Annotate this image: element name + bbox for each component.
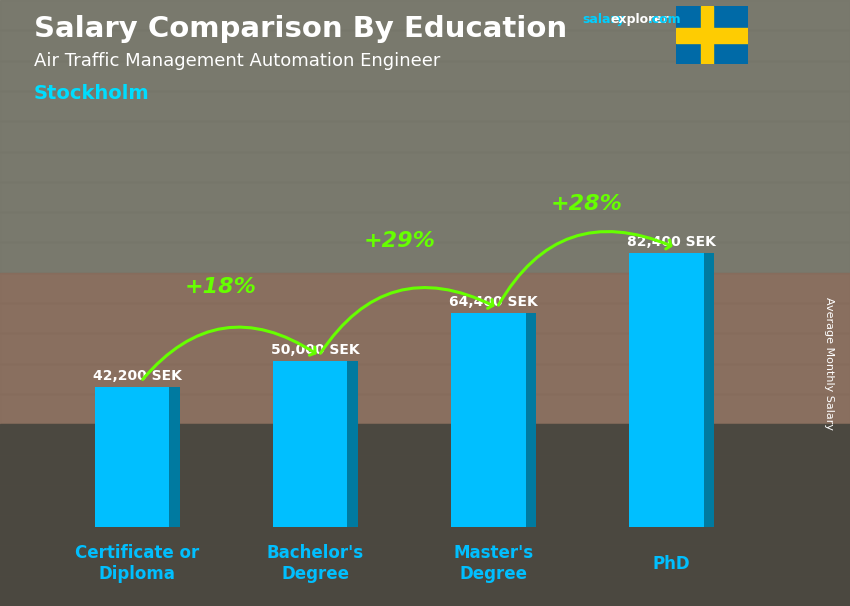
Bar <box>704 253 714 527</box>
Text: PhD: PhD <box>653 554 690 573</box>
Bar <box>169 387 180 527</box>
Bar <box>0 273 850 424</box>
Bar <box>0 424 850 454</box>
Text: Stockholm: Stockholm <box>34 84 150 102</box>
Bar <box>0 454 850 485</box>
Text: 82,400 SEK: 82,400 SEK <box>627 235 716 248</box>
Text: +29%: +29% <box>363 230 435 251</box>
Text: Master's
Degree: Master's Degree <box>453 544 534 583</box>
Bar <box>0 303 850 333</box>
Text: Air Traffic Management Automation Engineer: Air Traffic Management Automation Engine… <box>34 52 440 70</box>
Bar <box>0 152 850 182</box>
Bar <box>0 61 850 91</box>
Bar <box>273 361 348 527</box>
Bar <box>629 253 704 527</box>
Bar <box>0 273 850 303</box>
Bar <box>0 91 850 121</box>
Bar <box>348 361 358 527</box>
Bar <box>701 6 713 64</box>
Text: salary: salary <box>582 13 625 26</box>
Bar <box>676 28 748 42</box>
Bar <box>0 485 850 515</box>
Text: .com: .com <box>648 13 682 26</box>
Bar <box>0 30 850 61</box>
Bar <box>0 121 850 152</box>
Bar <box>0 0 850 273</box>
Bar <box>0 545 850 576</box>
Text: Certificate or
Diploma: Certificate or Diploma <box>75 544 200 583</box>
Bar <box>0 242 850 273</box>
Bar <box>525 313 536 527</box>
Bar <box>0 333 850 364</box>
Bar <box>0 182 850 212</box>
Bar <box>0 576 850 606</box>
Bar <box>0 424 850 606</box>
Bar <box>0 364 850 394</box>
Text: explorer: explorer <box>610 13 669 26</box>
Text: +28%: +28% <box>550 194 622 214</box>
Text: +18%: +18% <box>185 277 257 298</box>
Text: 64,400 SEK: 64,400 SEK <box>449 295 538 308</box>
Text: Salary Comparison By Education: Salary Comparison By Education <box>34 15 567 43</box>
Bar <box>0 0 850 30</box>
Bar <box>94 387 169 527</box>
Bar <box>450 313 525 527</box>
Bar <box>0 515 850 545</box>
Text: 42,200 SEK: 42,200 SEK <box>93 368 182 382</box>
Text: Bachelor's
Degree: Bachelor's Degree <box>267 544 364 583</box>
Bar <box>0 212 850 242</box>
Bar <box>0 394 850 424</box>
Text: Average Monthly Salary: Average Monthly Salary <box>824 297 834 430</box>
Text: 50,000 SEK: 50,000 SEK <box>271 342 360 356</box>
